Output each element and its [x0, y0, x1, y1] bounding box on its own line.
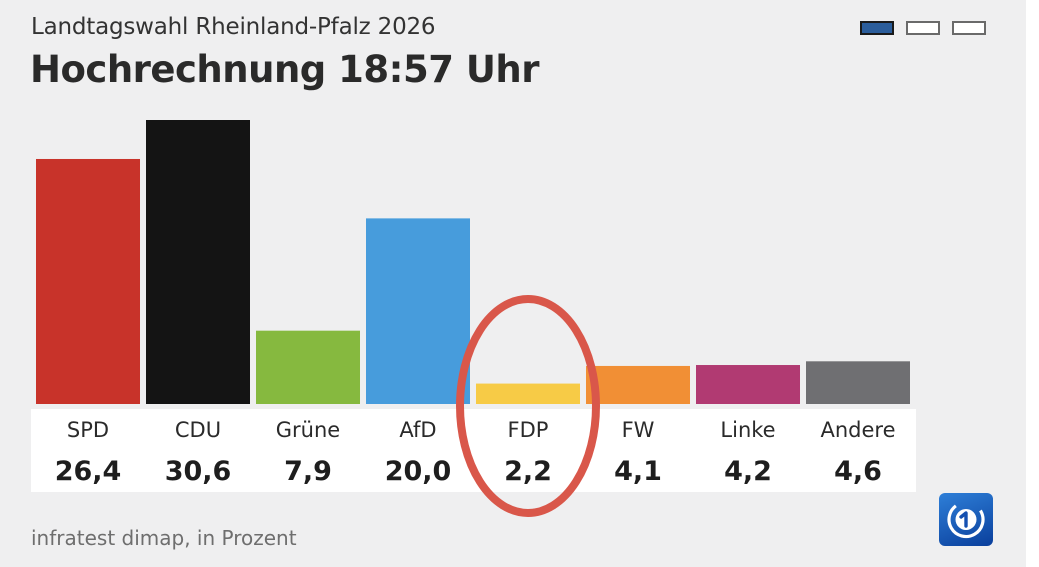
bar-fw	[586, 365, 690, 404]
bar-linke	[696, 365, 800, 404]
source-note: infratest dimap, in Prozent	[31, 526, 297, 550]
category-label: AfD	[399, 418, 436, 442]
value-label: 4,6	[834, 456, 882, 487]
category-label: Grüne	[276, 418, 340, 442]
value-label: 26,4	[55, 456, 122, 487]
value-label: 4,1	[614, 456, 662, 487]
category-label: FW	[622, 418, 655, 442]
page-indicator-2[interactable]	[906, 21, 940, 35]
page-indicator-1[interactable]	[860, 21, 894, 35]
category-label: FDP	[508, 418, 549, 442]
value-label: 20,0	[385, 456, 452, 487]
value-label: 2,2	[504, 456, 552, 487]
bar-afd	[366, 218, 470, 404]
category-label: SPD	[67, 418, 109, 442]
bar-cdu	[146, 120, 250, 404]
chart-title: Hochrechnung 18:57 Uhr	[30, 48, 539, 91]
bar-fdp	[476, 383, 580, 404]
value-label: 4,2	[724, 456, 772, 487]
chart-subtitle: Landtagswahl Rheinland-Pfalz 2026	[31, 14, 436, 40]
category-label: Linke	[720, 418, 775, 442]
highlight-ellipse	[456, 295, 600, 517]
bar-grne	[256, 330, 360, 404]
ard-logo-icon[interactable]	[939, 493, 993, 546]
value-label: 7,9	[284, 456, 332, 487]
category-label: CDU	[175, 418, 221, 442]
value-label: 30,6	[165, 456, 232, 487]
bar-andere	[806, 361, 910, 404]
page-indicator-3[interactable]	[952, 21, 986, 35]
category-label: Andere	[820, 418, 895, 442]
bar-spd	[36, 158, 140, 404]
